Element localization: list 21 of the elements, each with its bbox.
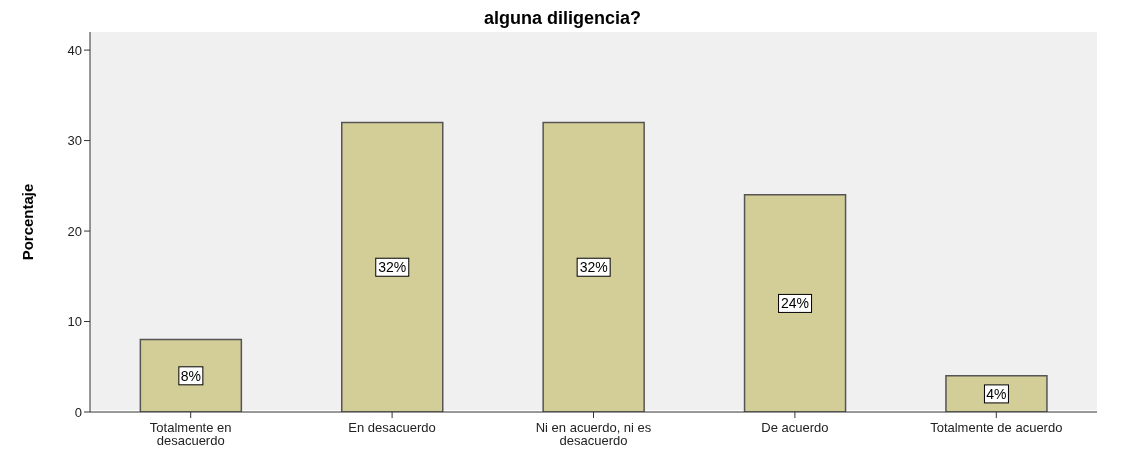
y-axis-title: Porcentaje	[19, 183, 37, 261]
data-label: 4%	[986, 385, 1007, 402]
bar	[743, 194, 847, 412]
y-tick-label: 20	[67, 223, 82, 239]
x-tick-label: Totalmente en desacuerdo	[149, 420, 232, 448]
bar	[542, 121, 645, 412]
data-label: 8%	[180, 367, 201, 384]
chart-title: alguna diligencia?	[483, 8, 642, 30]
bar	[341, 121, 444, 412]
y-tick-label: 40	[67, 42, 82, 58]
x-tick-label: De acuerdo	[761, 420, 829, 435]
y-tick-label: 30	[67, 133, 82, 149]
data-label: 32%	[579, 259, 608, 276]
x-tick-label: Ni en acuerdo, ni es desacuerdo	[535, 420, 652, 448]
y-tick-label: 0	[74, 404, 82, 420]
data-label: 24%	[781, 295, 810, 312]
x-tick-label: En desacuerdo	[348, 420, 436, 435]
bar	[139, 338, 243, 412]
x-tick-label: Totalmente de acuerdo	[930, 420, 1063, 435]
data-label: 32%	[378, 259, 407, 276]
y-tick-label: 10	[67, 314, 82, 330]
